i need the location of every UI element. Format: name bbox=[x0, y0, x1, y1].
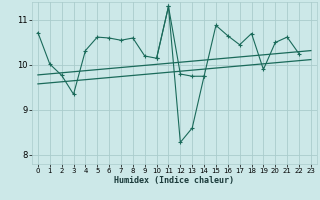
X-axis label: Humidex (Indice chaleur): Humidex (Indice chaleur) bbox=[115, 176, 234, 185]
